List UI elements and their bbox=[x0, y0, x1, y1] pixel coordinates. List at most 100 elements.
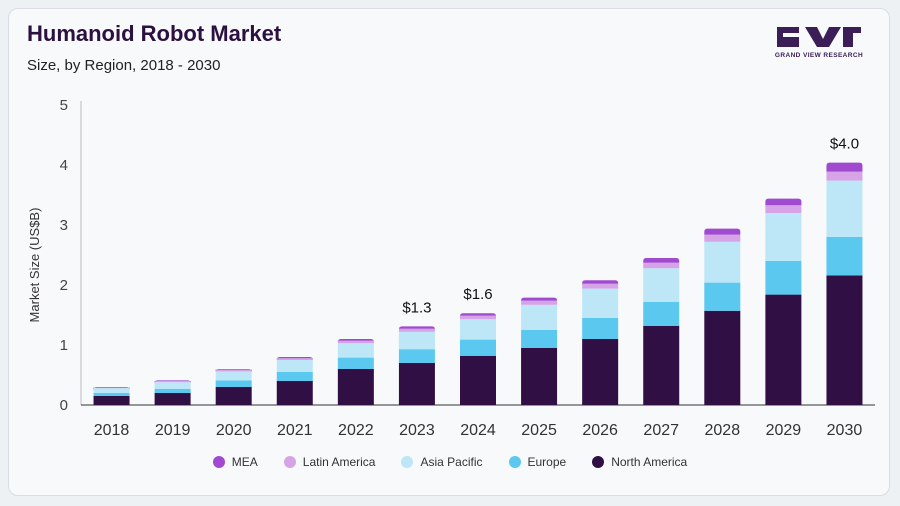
bar-segment bbox=[704, 310, 741, 405]
bar-segment bbox=[154, 388, 191, 393]
bar-segment bbox=[154, 380, 191, 384]
stacked-bar-chart: 0 1 2 3 4 5 Market Size (US$B) 2018 2019 2020 2021… bbox=[27, 97, 875, 439]
bar-segment bbox=[337, 343, 374, 358]
bar-segment bbox=[704, 241, 741, 283]
x-tick-label: 2026 bbox=[582, 422, 618, 439]
bar-stack-2023 bbox=[398, 326, 435, 405]
bar-segment bbox=[276, 358, 313, 360]
bar-stack-2018 bbox=[93, 387, 130, 405]
x-tick-label: 2028 bbox=[705, 422, 741, 439]
x-tick-label: 2029 bbox=[766, 422, 802, 439]
bar-stack-2024 bbox=[460, 313, 496, 405]
bar-segment bbox=[521, 300, 558, 305]
bar-segment bbox=[826, 275, 863, 405]
logo-mark-icon bbox=[777, 27, 861, 47]
y-axis-label: Market Size (US$B) bbox=[27, 208, 42, 323]
bar-segment bbox=[643, 325, 680, 405]
bar-stack-2025 bbox=[521, 297, 558, 405]
bar-segment bbox=[93, 396, 130, 405]
bar-segment bbox=[582, 283, 619, 289]
legend-label: Europe bbox=[527, 455, 567, 469]
bar-segment bbox=[337, 339, 374, 342]
data-label: $4.0 bbox=[830, 136, 859, 153]
bar-segment bbox=[826, 162, 863, 172]
y-tick-label: 4 bbox=[60, 157, 68, 174]
bar-segment bbox=[460, 355, 496, 405]
bar-segment bbox=[765, 213, 802, 261]
y-tick-label: 1 bbox=[60, 337, 68, 354]
bar-segment bbox=[398, 349, 435, 363]
bar-segment bbox=[93, 388, 130, 393]
bar-segment bbox=[582, 288, 619, 318]
bar-segment bbox=[765, 198, 802, 206]
bar-segment bbox=[276, 357, 313, 360]
x-tick-label: 2027 bbox=[643, 422, 679, 439]
bar-segment bbox=[215, 369, 252, 372]
bar-stack-2030 bbox=[826, 162, 863, 405]
bar-segment bbox=[521, 304, 558, 330]
bar-segment bbox=[154, 393, 191, 405]
bar-segment bbox=[704, 282, 741, 311]
legend-swatch bbox=[283, 456, 296, 468]
x-tick-label: 2025 bbox=[521, 422, 557, 439]
legend-label: North America bbox=[611, 455, 688, 469]
x-tick-label: 2021 bbox=[277, 422, 313, 439]
bar-segment bbox=[154, 381, 191, 383]
y-tick-label: 0 bbox=[60, 397, 68, 414]
bar-segment bbox=[337, 340, 374, 344]
bar-segment bbox=[215, 371, 252, 381]
bar-segment bbox=[582, 339, 619, 405]
bar-segment bbox=[154, 382, 191, 389]
bar-segment bbox=[643, 301, 680, 326]
legend: MEA Latin America Asia Pacific Europe North … bbox=[9, 455, 891, 469]
bar-segment bbox=[704, 234, 741, 242]
bar-segment bbox=[582, 318, 619, 339]
bar-segment bbox=[215, 387, 252, 405]
bar-segment bbox=[765, 294, 802, 405]
bar-stack-2022 bbox=[337, 339, 374, 405]
logo-text: GRAND VIEW RESEARCH bbox=[774, 52, 864, 59]
bar-segment bbox=[765, 205, 802, 213]
chart-title: Humanoid Robot Market bbox=[27, 21, 282, 46]
bar-segment bbox=[93, 387, 130, 389]
legend-label: Asia Pacific bbox=[420, 455, 483, 469]
bar-segment bbox=[398, 328, 435, 332]
bar-segment bbox=[521, 348, 558, 405]
bar-segment bbox=[826, 171, 863, 181]
bar-segment bbox=[93, 393, 130, 396]
chart-subtitle: Size, by Region, 2018 - 2030 bbox=[27, 57, 221, 74]
data-label: $1.6 bbox=[463, 286, 492, 303]
y-tick-label: 2 bbox=[60, 277, 68, 294]
bar-segment bbox=[276, 381, 313, 405]
x-tick-label: 2018 bbox=[94, 422, 130, 439]
x-tick-label: 2023 bbox=[399, 422, 435, 439]
bar-segment bbox=[93, 387, 130, 390]
bar-segment bbox=[643, 268, 680, 302]
data-label: $1.3 bbox=[402, 299, 431, 316]
bar-segment bbox=[276, 372, 313, 381]
bar-segment bbox=[337, 357, 374, 369]
bar-segment bbox=[460, 319, 496, 340]
legend-swatch bbox=[592, 456, 605, 468]
bar-segment bbox=[215, 380, 252, 387]
bar-stack-2029 bbox=[765, 198, 802, 405]
legend-label: Latin America bbox=[302, 455, 376, 469]
bar-segment bbox=[826, 237, 863, 276]
legend-item: Asia Pacific bbox=[401, 455, 483, 469]
bar-segment bbox=[337, 369, 374, 405]
bar-segment bbox=[460, 339, 496, 356]
legend-item: MEA bbox=[212, 455, 258, 469]
bar-segment bbox=[521, 330, 558, 348]
bar-segment bbox=[643, 262, 680, 269]
bar-segment bbox=[398, 326, 435, 330]
legend-item: Latin America bbox=[283, 455, 376, 469]
chart-card: Humanoid Robot Market Size, by Region, 2… bbox=[8, 8, 890, 496]
bar-segment bbox=[643, 258, 680, 263]
bar-stack-2019 bbox=[154, 380, 191, 405]
bar-segment bbox=[521, 297, 558, 301]
x-tick-label: 2030 bbox=[827, 422, 863, 439]
legend-swatch bbox=[508, 456, 521, 468]
x-tick-label: 2020 bbox=[216, 422, 252, 439]
bar-segment bbox=[704, 228, 741, 235]
bar-segment bbox=[460, 313, 496, 317]
